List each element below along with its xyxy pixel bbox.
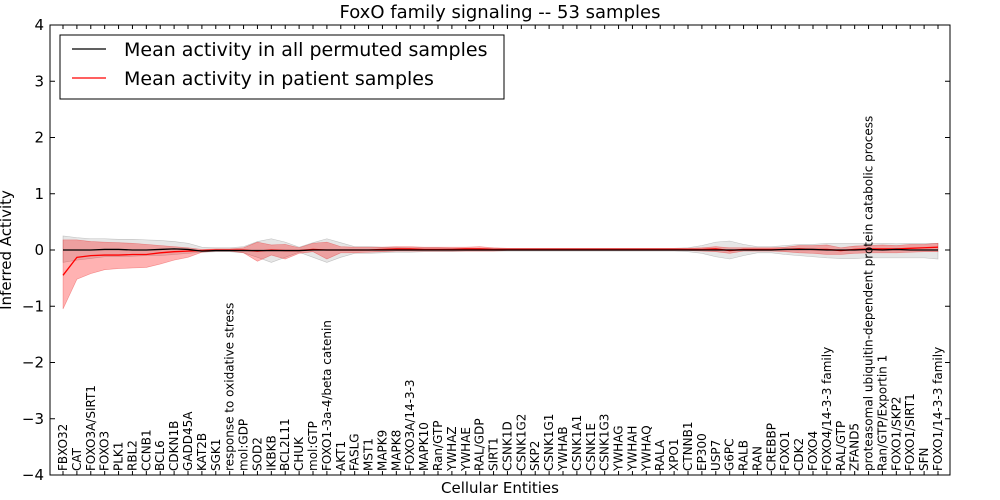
x-tick-label: XPO1 <box>667 438 681 471</box>
x-tick-label: CSNK1E <box>584 423 598 471</box>
x-tick-label: FOXO3A/SIRT1 <box>84 385 98 471</box>
y-tick-label: 0 <box>34 241 44 259</box>
x-tick-label: SGK1 <box>209 439 223 471</box>
x-tick-label: RALA <box>653 439 667 471</box>
x-tick-label: KAT2B <box>195 433 209 471</box>
x-tick-label: CSNK1G1 <box>542 414 556 471</box>
x-tick-label: CAT <box>70 447 84 471</box>
y-tick-label: 2 <box>34 129 44 147</box>
x-tick-label: FASLG <box>348 433 362 471</box>
x-tick-label: YWHAG <box>612 425 626 472</box>
x-tick-label: FOXO1/SKP2 <box>889 396 903 471</box>
x-tick-label: SOD2 <box>250 437 264 471</box>
x-tick-label: CDK2 <box>792 438 806 471</box>
x-tick-label: SIRT1 <box>487 437 501 471</box>
x-axis-label: Cellular Entities <box>441 479 559 497</box>
legend-label-patient: Mean activity in patient samples <box>124 68 434 90</box>
x-tick-label: YWHAH <box>625 426 639 472</box>
x-tick-label: FOXO1-3a-4/beta catenin <box>320 320 334 471</box>
y-tick-label: −3 <box>22 410 44 428</box>
legend-box <box>59 34 505 100</box>
x-tick-label: CSNK1G2 <box>514 414 528 471</box>
x-tick-label: RAN <box>750 446 764 471</box>
x-tick-label: MAPK9 <box>375 430 389 471</box>
x-tick-label: ZFAND5 <box>848 423 862 471</box>
legend: Mean activity in all permuted samples Me… <box>59 34 505 100</box>
x-tick-label: Ran/GTP <box>431 420 445 471</box>
x-tick-label: CREBBP <box>764 423 778 471</box>
confidence-bands <box>62 235 939 310</box>
x-tick-label: RALB <box>737 440 751 471</box>
x-tick-label: EP300 <box>695 433 709 471</box>
x-tick-label: CSNK1D <box>500 421 514 471</box>
x-tick-label: mol:GTP <box>306 421 320 471</box>
x-tick-label: BCL6 <box>153 440 167 471</box>
y-axis-label: Inferred Activity <box>0 190 15 310</box>
x-axis: FBXO32 CAT FOXO3A/SIRT1 FOXO3 PLK1 RBL2 CCNB1 B… <box>56 25 945 475</box>
x-tick-label: FOXO4/14-3-3 family <box>820 347 834 471</box>
y-axis: −4 −3 −2 −1 0 1 2 3 4 <box>22 16 950 484</box>
x-tick-label: MAPK8 <box>389 430 403 471</box>
x-tick-label: FOXO1 <box>778 431 792 471</box>
x-tick-label: CSNK1A1 <box>570 415 584 471</box>
y-tick-label: −1 <box>22 297 44 315</box>
x-tick-label: Ran/GTP/Exportin 1 <box>875 355 889 471</box>
x-tick-label: CTNNB1 <box>681 421 695 471</box>
x-tick-label: MAPK10 <box>417 422 431 471</box>
series-lines <box>62 246 939 276</box>
x-tick-label: G6PC <box>723 438 737 471</box>
x-tick-label: CCNB1 <box>139 429 153 471</box>
x-tick-label: response to oxidative stress <box>223 303 237 471</box>
x-tick-label: mol:GDP <box>237 419 251 471</box>
x-tick-label: FOXO3A/14-3-3 <box>403 379 417 471</box>
x-tick-label: MST1 <box>362 438 376 471</box>
legend-label-permuted: Mean activity in all permuted samples <box>124 39 487 61</box>
x-tick-label: RAL/GDP <box>473 418 487 471</box>
x-tick-label: FOXO3 <box>98 431 112 471</box>
x-tick-label: CDKN1B <box>167 421 181 471</box>
x-tick-label: CSNK1G3 <box>598 414 612 471</box>
y-tick-label: −4 <box>22 466 44 484</box>
x-tick-label: BCL2L11 <box>278 418 292 471</box>
x-tick-label: YWHAB <box>556 426 570 472</box>
x-tick-label: AKT1 <box>334 441 348 471</box>
y-tick-label: 4 <box>34 16 44 34</box>
x-tick-label: YWHAQ <box>639 425 653 472</box>
x-tick-label: FBXO32 <box>56 424 70 471</box>
x-tick-label: USP7 <box>709 440 723 471</box>
band-patient <box>62 239 939 310</box>
x-tick-label: CHUK <box>292 436 306 471</box>
chart-title: FoxO family signaling -- 53 samples <box>340 2 661 23</box>
line-permuted <box>63 248 938 252</box>
x-tick-label: YWHAE <box>459 427 473 472</box>
x-tick-label: proteasomal ubiquitin-dependent protein … <box>862 116 876 471</box>
x-tick-label: FOXO4 <box>806 431 820 471</box>
x-tick-label: PLK1 <box>112 442 126 471</box>
x-tick-label: RBL2 <box>125 440 139 471</box>
y-tick-label: −2 <box>22 354 44 372</box>
x-tick-label: SKP2 <box>528 441 542 471</box>
x-tick-label: IKBKB <box>264 435 278 471</box>
x-tick-label: RAL/GTP <box>834 421 848 471</box>
x-tick-label: YWHAZ <box>445 426 459 472</box>
x-tick-label: FOXO1/14-3-3 family <box>931 347 945 471</box>
x-tick-label: FOXO1/SIRT1 <box>903 393 917 471</box>
y-tick-label: 1 <box>34 185 44 203</box>
y-tick-label: 3 <box>34 72 44 90</box>
x-tick-label: SFN <box>917 447 931 471</box>
x-tick-label: GADD45A <box>181 411 195 471</box>
